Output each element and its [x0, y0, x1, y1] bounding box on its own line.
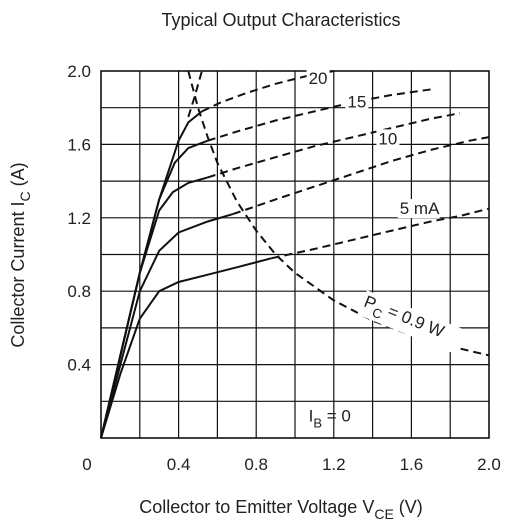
curve-label-background — [376, 129, 400, 149]
power-limit-label-background — [357, 290, 468, 355]
curve-10-dashed — [232, 136, 490, 216]
x-tick-label: 1.2 — [322, 455, 346, 474]
curve-label-background — [397, 199, 440, 219]
ib-zero-label-main: I — [309, 406, 314, 425]
plot-frame — [100, 70, 490, 439]
y-tick-label: 0.8 — [67, 282, 91, 301]
x-tick-label: 0 — [82, 455, 91, 474]
x-axis-label: Collector to Emitter Voltage VCE (V) — [139, 497, 423, 522]
x-axis-label-unit: (V) — [394, 497, 423, 517]
saturation-dashed-line — [187, 70, 203, 118]
y-axis-label-unit: (A) — [8, 162, 28, 191]
grid-lines — [101, 71, 489, 438]
curve-20-dashed — [207, 88, 431, 142]
curve-15-dashed — [207, 112, 461, 179]
curve-20-solid — [100, 139, 209, 439]
x-tick-label: 0.4 — [167, 455, 191, 474]
curve-label-background — [306, 68, 330, 88]
x-axis-label-subscript: CE — [374, 506, 393, 522]
y-axis-label-subscript: C — [17, 191, 33, 201]
curve-5-ma-dashed — [271, 207, 490, 260]
x-axis-label-text: Collector to Emitter Voltage V — [139, 497, 374, 517]
ib-zero-label-subscript: B — [313, 415, 322, 430]
curve-5-ma-solid — [100, 257, 272, 439]
curve-label: 10 — [378, 129, 397, 148]
curve-label: 5 mA — [400, 199, 440, 218]
ib-zero-label: IB = 0 — [309, 406, 351, 430]
ib-zero-label-rest: = 0 — [322, 406, 351, 425]
x-tick-label: 1.6 — [400, 455, 424, 474]
curve-max-dashed — [201, 70, 334, 113]
curve-max-solid — [100, 110, 203, 439]
curve-label: 20 — [309, 69, 328, 88]
curve-10-solid — [100, 213, 234, 439]
y-tick-label: 2.0 — [67, 62, 91, 81]
y-tick-label: 1.2 — [67, 209, 91, 228]
x-tick-label: 0.8 — [244, 455, 268, 474]
curve-label-background — [345, 92, 369, 112]
y-axis-label-text: Collector Current I — [8, 202, 28, 348]
x-tick-label: 2.0 — [477, 455, 501, 474]
y-tick-label: 0.4 — [67, 356, 91, 375]
y-tick-labels: 0.4 0.8 1.2 1.6 2.0 — [67, 62, 91, 375]
y-axis-label: Collector Current IC (A) — [8, 162, 33, 347]
y-tick-label: 1.6 — [67, 135, 91, 154]
chart-title: Typical Output Characteristics — [161, 10, 400, 30]
curve-label: 15 — [347, 93, 366, 112]
x-tick-labels: 0 0.4 0.8 1.2 1.6 2.0 — [82, 455, 501, 474]
